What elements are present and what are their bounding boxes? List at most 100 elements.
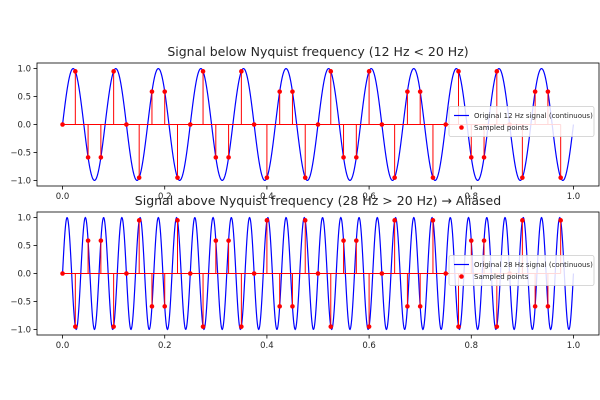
sampled-point — [520, 175, 525, 180]
sampled-point — [494, 69, 500, 74]
legend-entry-continuous: Original 12 Hz signal (continuous) — [474, 112, 593, 120]
legend-entry-samples: Sampled points — [474, 273, 529, 281]
sampled-point — [226, 238, 231, 243]
x-tick-label: 1.0 — [567, 341, 581, 351]
sampled-point — [175, 175, 180, 180]
sampled-point — [136, 175, 142, 180]
sampled-point — [392, 218, 397, 223]
sampled-point — [149, 89, 155, 94]
y-tick-label: −1.0 — [10, 176, 31, 186]
sampled-point — [213, 155, 219, 160]
sampled-point — [302, 175, 308, 180]
sampled-point — [290, 89, 295, 94]
sampled-point — [290, 304, 295, 309]
legend: Original 12 Hz signal (continuous) Sample… — [448, 106, 595, 137]
sampled-point — [73, 69, 78, 74]
sampled-point — [545, 89, 551, 94]
sampled-point — [328, 324, 334, 329]
sampled-point — [558, 218, 563, 223]
sampled-point — [98, 155, 104, 160]
sampled-point — [136, 218, 142, 223]
x-tick-label: 0.0 — [56, 192, 70, 202]
x-tick-label: 0.2 — [158, 192, 172, 202]
sampled-point — [468, 238, 474, 243]
sampled-point — [520, 218, 525, 223]
sampled-point — [354, 238, 359, 243]
sampled-point — [532, 304, 538, 309]
y-tick-label: 0.5 — [17, 93, 31, 103]
sampled-point — [417, 304, 423, 309]
y-tick-label: 0.0 — [17, 270, 31, 280]
chart-title: Signal above Nyquist frequency (28 Hz > … — [135, 193, 501, 208]
y-tick-label: −0.5 — [10, 148, 31, 158]
sampled-point — [405, 304, 410, 309]
y-tick-label: 1.0 — [17, 65, 31, 75]
sampled-point — [239, 69, 244, 74]
sampled-point — [366, 69, 372, 74]
legend-entry-continuous: Original 28 Hz signal (continuous) — [474, 261, 593, 269]
sampled-point — [302, 218, 308, 223]
sampled-point — [200, 324, 206, 329]
sampled-point — [85, 238, 91, 243]
x-tick-label: 0.0 — [56, 341, 70, 351]
sampled-point — [417, 89, 423, 94]
sampled-point — [162, 304, 168, 309]
y-tick-label: 1.0 — [17, 214, 31, 224]
sampled-point — [213, 238, 219, 243]
x-tick-label: 0.4 — [260, 192, 274, 202]
x-tick-label: 1.0 — [567, 192, 581, 202]
y-tick-label: 0.5 — [17, 242, 31, 252]
sampled-point — [354, 155, 359, 160]
sampled-point — [532, 89, 538, 94]
sampled-point — [558, 175, 563, 180]
x-tick-label: 0.6 — [362, 192, 376, 202]
chart-title: Signal below Nyquist frequency (12 Hz < … — [167, 44, 468, 59]
sampled-point — [111, 324, 116, 329]
sampled-point — [73, 324, 78, 329]
sampled-point — [545, 304, 551, 309]
sampled-point — [162, 89, 168, 94]
x-tick-label: 0.8 — [465, 341, 479, 351]
legend-entry-samples: Sampled points — [474, 124, 529, 132]
sampled-point — [366, 324, 372, 329]
sampled-point — [277, 304, 282, 309]
chart-bottom: Signal above Nyquist frequency (28 Hz > … — [10, 193, 600, 351]
sampled-point — [430, 175, 436, 180]
sampled-point — [405, 89, 410, 94]
legend-marker-swatch — [459, 274, 464, 279]
sampled-point — [430, 218, 436, 223]
sampled-point — [200, 69, 206, 74]
sampled-point — [481, 155, 487, 160]
legend-frame — [448, 255, 595, 286]
x-tick-label: 0.6 — [362, 341, 376, 351]
sampled-point — [98, 238, 104, 243]
sampled-point — [456, 69, 461, 74]
sampled-point — [226, 155, 231, 160]
sampled-point — [456, 324, 461, 329]
chart-top: Signal below Nyquist frequency (12 Hz < … — [10, 44, 600, 202]
x-tick-label: 0.8 — [465, 192, 479, 202]
sampled-point — [392, 175, 397, 180]
sampled-point — [328, 69, 334, 74]
y-tick-label: −1.0 — [10, 325, 31, 335]
sampled-point — [175, 218, 180, 223]
sampled-point — [341, 238, 346, 243]
x-tick-label: 0.4 — [260, 341, 274, 351]
x-tick-label: 0.2 — [158, 341, 172, 351]
sampled-point — [264, 175, 270, 180]
sampled-point — [111, 69, 116, 74]
y-tick-label: 0.0 — [17, 121, 31, 131]
sampled-point — [264, 218, 270, 223]
sampled-point — [341, 155, 346, 160]
sampled-point — [149, 304, 155, 309]
sampled-point — [239, 324, 244, 329]
y-tick-label: −0.5 — [10, 297, 31, 307]
sampled-point — [468, 155, 474, 160]
sampled-point — [85, 155, 91, 160]
legend-marker-swatch — [459, 125, 464, 130]
sampled-point — [481, 238, 487, 243]
legend: Original 28 Hz signal (continuous) Sample… — [448, 255, 595, 286]
legend-frame — [448, 106, 595, 137]
sampled-point — [494, 324, 500, 329]
